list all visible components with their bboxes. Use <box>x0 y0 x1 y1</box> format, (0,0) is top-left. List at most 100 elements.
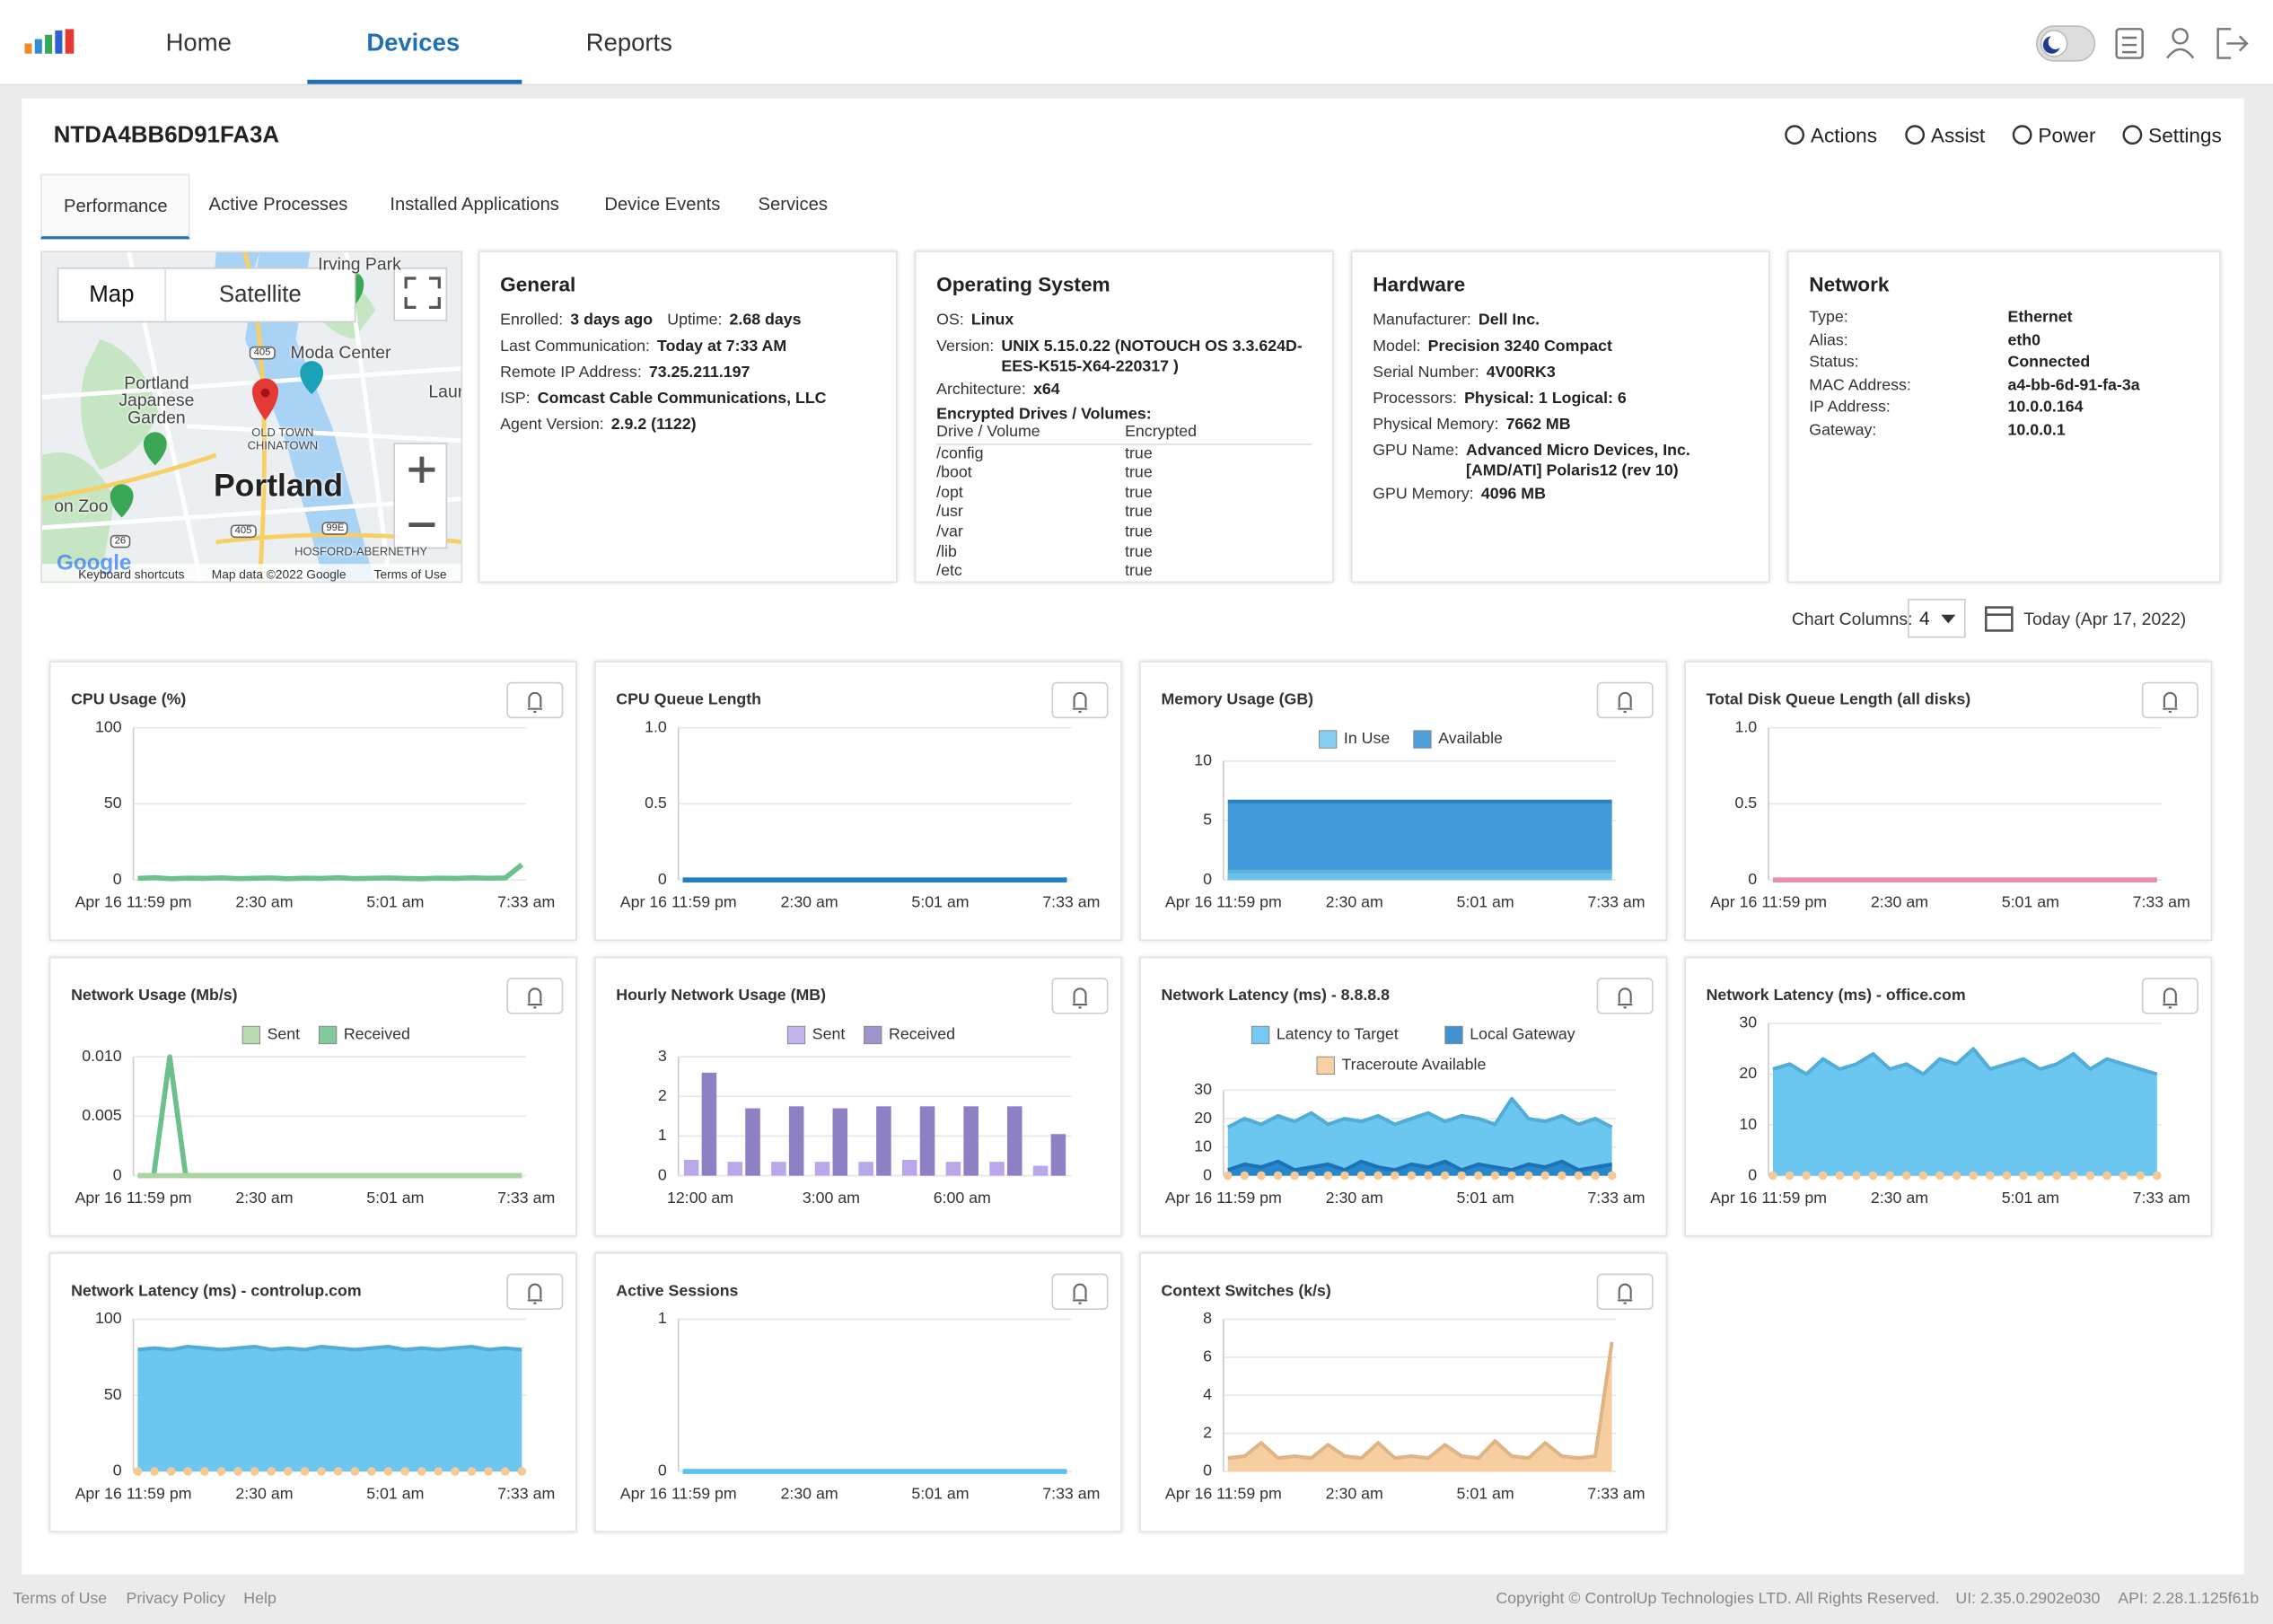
map-place: Portland <box>213 466 344 504</box>
y-tick-label: 0 <box>113 870 122 888</box>
chart: Hourly Network Usage (MB)Sent Received012… <box>616 978 1109 1207</box>
nav-tab[interactable]: Home <box>165 29 232 57</box>
info-label: Physical Memory: <box>1373 416 1499 434</box>
legend-swatch <box>1251 1025 1270 1045</box>
chart-card: Memory Usage (GB) In Use Available 0 5 10 Apr … <box>1139 661 1668 942</box>
alert-button[interactable] <box>1051 681 1109 719</box>
alert-button[interactable] <box>1051 1273 1109 1310</box>
info-pair: Enrolled: 3 days ago <box>500 307 653 333</box>
info-label: Gateway: <box>1809 421 1877 439</box>
action-icon <box>2012 125 2032 145</box>
sub-tab[interactable]: Performance <box>40 173 190 240</box>
footer-link[interactable]: Terms of Use <box>13 1590 108 1608</box>
nav-tab[interactable]: Reports <box>585 29 672 57</box>
info-label: Enrolled: <box>500 312 564 329</box>
x-tick-label: 5:01 am <box>911 893 969 911</box>
copyright: Copyright © ControlUp Technologies LTD. … <box>1496 1590 1940 1608</box>
chart-title: CPU Queue Length <box>616 690 761 708</box>
y-tick-label: 0 <box>1748 1165 1757 1183</box>
info-pair: Uptime: 2.68 days <box>667 307 801 333</box>
sub-tab[interactable]: Services <box>758 194 828 215</box>
info-label: Version: <box>936 338 995 356</box>
x-tick-label: 5:01 am <box>1457 893 1514 911</box>
point <box>333 1467 343 1476</box>
alert-button[interactable] <box>506 978 564 1014</box>
info-label: Manufacturer: <box>1373 312 1471 329</box>
info-value: Connected <box>2007 354 2091 372</box>
legend-label: Traceroute Available <box>1341 1056 1486 1074</box>
map-footer-text: Terms of Use <box>373 566 447 582</box>
chart: Network Latency (ms) - controlup.com 0 50 1… <box>71 1273 564 1503</box>
alert-button[interactable] <box>506 681 564 719</box>
alert-button[interactable] <box>1596 681 1654 719</box>
alert-button[interactable] <box>1596 1273 1654 1310</box>
action-button[interactable]: Assist <box>1903 123 1985 146</box>
bar <box>745 1108 760 1176</box>
y-tick-label: 5 <box>1203 811 1212 829</box>
info-label: Remote IP Address: <box>500 364 642 382</box>
y-tick-label: 8 <box>1203 1309 1212 1327</box>
y-tick-label: 1 <box>658 1126 667 1144</box>
y-tick-label: 30 <box>1739 1014 1757 1031</box>
chart: Context Switches (k/s) 0 2 4 6 8 Apr 16 11:59 … <box>1161 1273 1654 1503</box>
point <box>267 1467 276 1476</box>
ui-version: UI: 2.35.0.2902e030 <box>1955 1590 2101 1608</box>
satellite-toggle[interactable]: Satellite <box>218 282 302 308</box>
action-button[interactable]: Settings <box>2120 123 2222 146</box>
map-place: Irving Park <box>318 253 401 275</box>
info-row: Type: Ethernet <box>1809 307 2198 329</box>
drive-cell: /usr <box>936 503 963 522</box>
footer-link[interactable]: Privacy Policy <box>126 1590 226 1608</box>
bar <box>788 1106 804 1176</box>
drives-header: Drive / Volume Encrypted <box>936 424 1312 445</box>
alert-button[interactable] <box>2141 681 2198 719</box>
drive-cell: true <box>1125 503 1153 522</box>
sub-tab[interactable]: Installed Applications <box>390 194 559 215</box>
point <box>1257 1171 1266 1181</box>
point <box>1785 1171 1795 1181</box>
x-tick-label: 5:01 am <box>366 1485 424 1503</box>
point <box>1240 1171 1250 1181</box>
y-tick-label: 0 <box>1203 870 1212 888</box>
icon-shape <box>2012 125 2032 145</box>
point <box>284 1467 293 1476</box>
x-tick-label: 7:33 am <box>497 893 555 911</box>
nav-tab[interactable]: Devices <box>366 29 461 57</box>
sub-tab[interactable]: Device Events <box>604 194 721 215</box>
sub-tab[interactable]: Active Processes <box>208 194 348 215</box>
info-row: Version: UNIX 5.15.0.22 (NOTOUCH OS 3.3.6… <box>936 333 1312 376</box>
icon-shape <box>1785 125 1805 145</box>
map-tiles <box>41 251 461 582</box>
alert-button[interactable] <box>1051 978 1109 1014</box>
map-footer-text: Map data ©2022 Google <box>211 566 347 582</box>
x-tick-label: 2:30 am <box>235 1189 293 1207</box>
chart-card: Active Sessions 0 1 Apr 16 11:59 pm 2:30 am 5… <box>594 1252 1122 1532</box>
x-tick-label: Apr 16 11:59 pm <box>1165 893 1282 911</box>
action-button[interactable]: Power <box>2011 123 2095 146</box>
date-picker[interactable]: Today (Apr 17, 2022) <box>2023 609 2187 629</box>
map-toggle[interactable]: Map <box>89 282 135 308</box>
info-row: IP Address: 10.0.0.164 <box>1809 397 2198 419</box>
bar <box>683 1159 699 1176</box>
x-tick-label: 7:33 am <box>2133 893 2190 911</box>
footer-link[interactable]: Help <box>243 1590 276 1608</box>
columns-select[interactable]: 4 <box>1908 598 1966 638</box>
drive-row: /opt true <box>936 484 1312 504</box>
info-label: ISP: <box>500 390 531 408</box>
alert-button[interactable] <box>506 1273 564 1310</box>
map[interactable]: Irving Park Moda Center Portland Japanese … <box>40 250 463 584</box>
info-value: 7662 MB <box>1505 416 1571 434</box>
chart: CPU Usage (%) 0 50 100 Apr 16 11:59 pm 2:30 a… <box>71 681 564 911</box>
y-tick-label: 50 <box>104 794 122 812</box>
x-tick-label: 12:00 am <box>667 1189 733 1207</box>
map-place: Laure <box>428 381 461 402</box>
legend-label: Received <box>889 1025 955 1043</box>
action-button[interactable]: Actions <box>1783 123 1877 146</box>
x-tick-label: Apr 16 11:59 pm <box>1710 1189 1827 1207</box>
info-label: MAC Address: <box>1809 376 1911 394</box>
point <box>1985 1171 1995 1181</box>
info-value: 4V00RK3 <box>1486 364 1556 382</box>
alert-button[interactable] <box>2141 978 2198 1014</box>
alert-button[interactable] <box>1596 978 1654 1014</box>
